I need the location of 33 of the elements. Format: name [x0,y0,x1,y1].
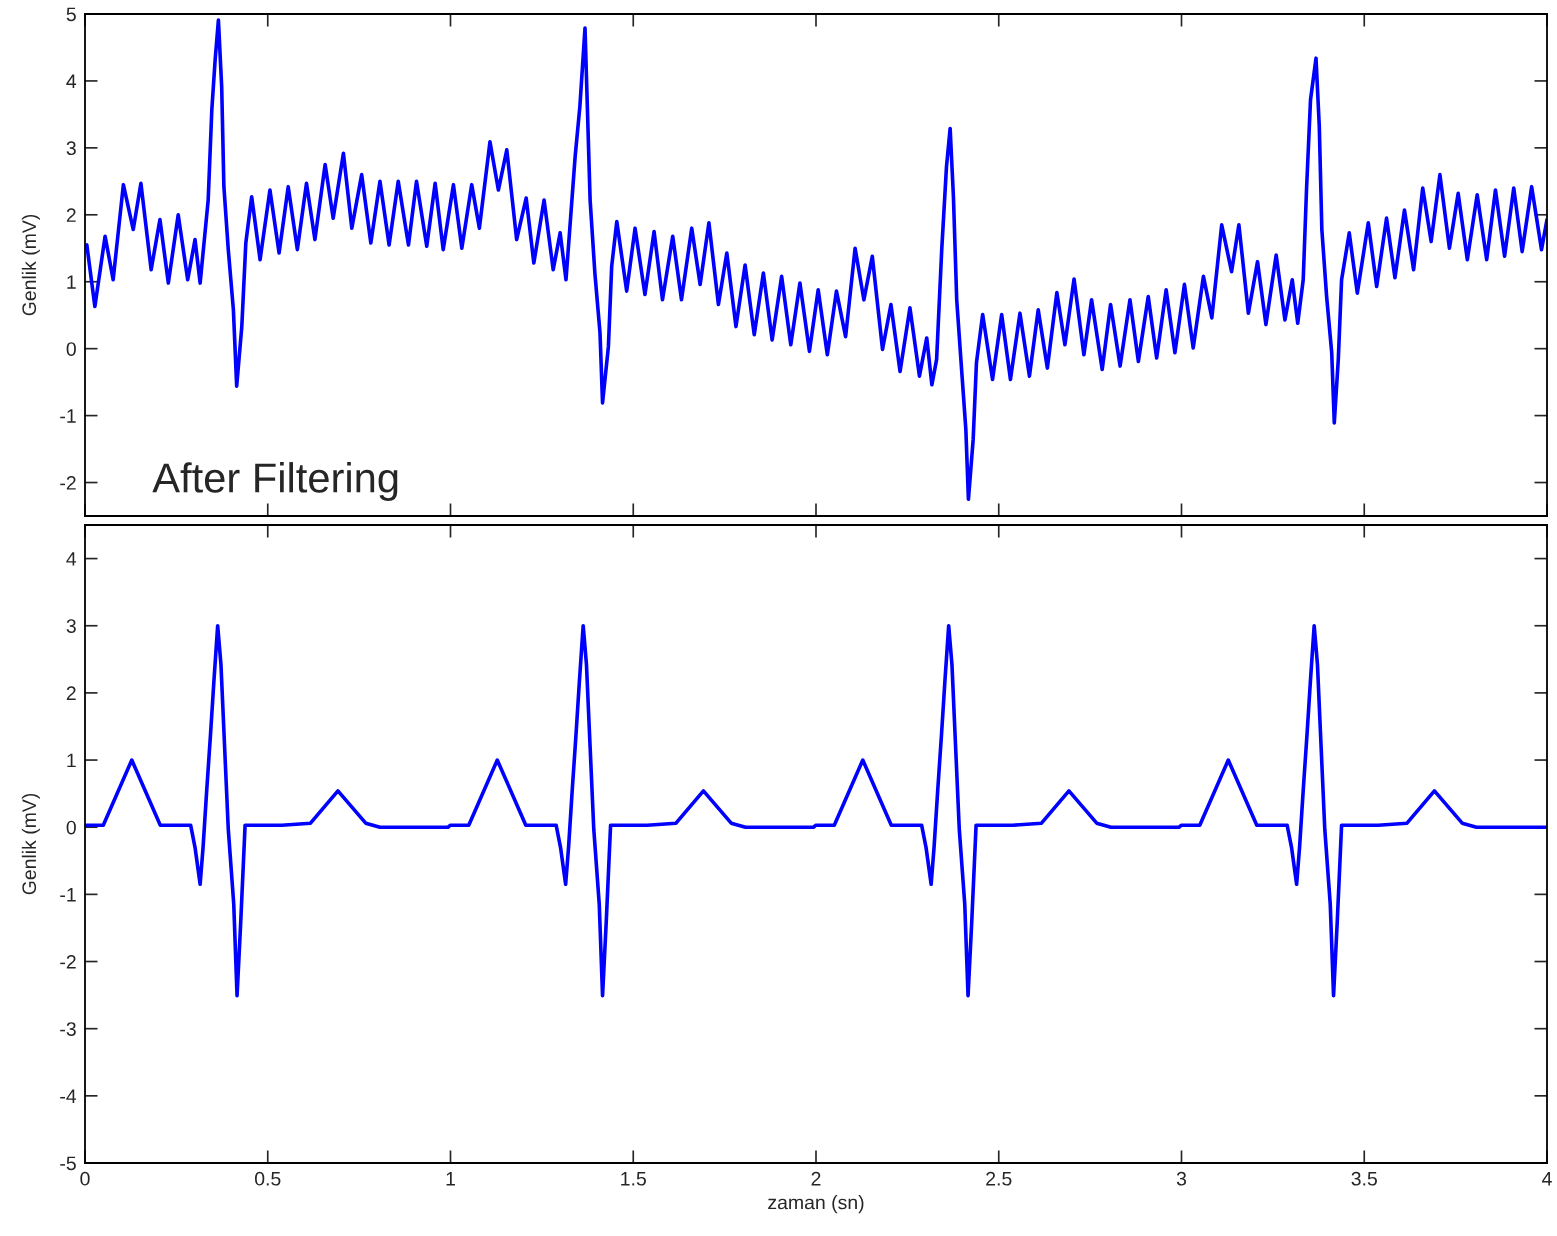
y-tick-label: 0 [66,342,76,356]
x-tick-label: 3.5 [1351,1171,1377,1186]
y-tick-label: 5 [66,7,76,22]
x-tick-label: 0.5 [255,1171,281,1186]
y-tick-label: 4 [66,552,77,566]
y-tick-label: -2 [60,476,76,490]
x-tick-label: 0 [80,1171,90,1186]
y-tick-label: -3 [60,1022,76,1036]
x-axis-title: zaman (sn) [768,1195,864,1214]
y-axis-title: Genlik (mV) [21,214,40,316]
x-tick-label: 2 [811,1171,821,1186]
y-tick-label: -4 [60,1089,77,1103]
y-tick-label: 0 [66,820,76,835]
annotation: After Filtering [152,462,398,501]
x-tick-label: 3 [1176,1171,1187,1186]
y-tick-label: 1 [67,753,76,768]
y-tick-label: -1 [60,409,76,423]
line-series [85,18,1547,502]
x-tick-label: 4 [1542,1172,1552,1186]
y-axis-title: Genlik (mV) [21,793,40,895]
y-tick-label: 3 [66,619,76,633]
y-tick-label: 2 [66,686,76,700]
line-series [85,623,1547,998]
y-tick-label: -1 [60,888,76,902]
y-tick-label: -2 [60,954,76,969]
y-tick-label: 3 [66,141,76,156]
x-tick-label: 2.5 [986,1171,1012,1186]
y-tick-label: 2 [66,208,76,222]
x-tick-label: 1.5 [621,1172,646,1186]
y-tick-label: 1 [67,275,76,289]
x-tick-label: 1 [446,1172,455,1186]
y-tick-label: -5 [60,1156,76,1171]
y-tick-label: 4 [66,74,77,88]
